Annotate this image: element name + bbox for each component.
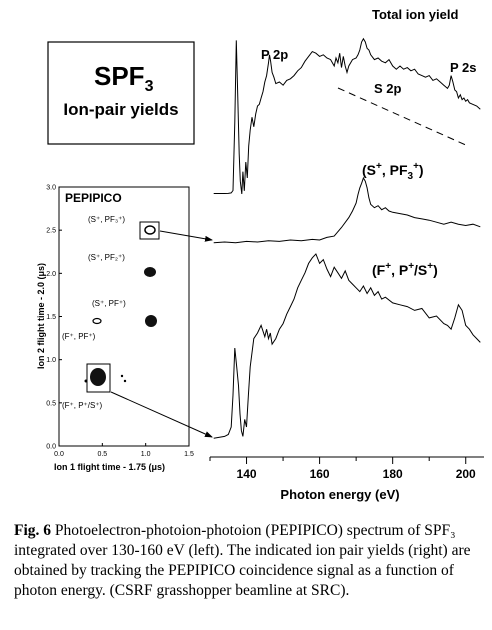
label-p2s: P 2s	[450, 60, 477, 75]
figure-caption: Fig. 6 Photoelectron-photoion-photoion (…	[14, 521, 488, 601]
island-speck-b	[120, 374, 124, 378]
select-box-fps	[86, 363, 111, 393]
inset-x-tick-label: 1.5	[184, 451, 194, 458]
island-spf3	[144, 225, 156, 235]
label-spf3-pair: (S+, PF3+)	[362, 161, 424, 182]
total-ion-yield-curve	[213, 37, 481, 195]
label-fps-pair: (F+, P+/S+)	[372, 261, 438, 278]
inset-y-tick-label: 1.0	[46, 357, 56, 364]
s2p-background-line	[337, 87, 469, 147]
inset-x-tick-label: 1.0	[141, 451, 151, 458]
figure: SPF3 Ion-pair yields Total ion yield P 2…	[36, 7, 484, 502]
inset-y-tick-label: 0.0	[46, 444, 56, 451]
arrow-fps	[110, 391, 213, 438]
inset-label-spf: (S⁺, PF⁺)	[92, 299, 126, 308]
island-fpf	[92, 317, 102, 325]
inset-y-tick-label: 0.5	[46, 400, 56, 407]
inset-y-tick-label: 2.0	[46, 271, 56, 278]
inset-label-spf2: (S⁺, PF₂⁺)	[88, 253, 125, 262]
energy-tick-label: 140	[237, 467, 257, 481]
pepipico-xlabel: Ion 1 flight time - 1.75 (μs)	[54, 462, 165, 472]
select-box-spf3	[139, 221, 160, 240]
coincidence-islands	[84, 225, 157, 386]
spf3-pair-curve	[213, 176, 481, 244]
pepipico-title: PEPIPICO	[65, 191, 122, 205]
energy-axis-label: Photon energy (eV)	[280, 487, 399, 502]
label-p2p: P 2p	[261, 47, 288, 62]
inset-y-tick-label: 2.5	[46, 228, 56, 235]
caption-text: Photoelectron-photoion-photoion (PEPIPIC…	[14, 522, 471, 599]
energy-tick-label: 160	[310, 467, 330, 481]
island-speck-c	[123, 379, 127, 383]
pepipico-ylabel: Ion 2 flight time - 2.0 (μs)	[36, 263, 46, 369]
island-spf2	[144, 267, 156, 277]
inset-y-tick-label: 1.5	[46, 314, 56, 321]
island-spf	[145, 315, 157, 327]
caption-fig-number: Fig. 6	[14, 522, 52, 539]
energy-tick-label: 180	[383, 467, 403, 481]
inset-label-fps: (F⁺, P⁺/S⁺)	[62, 401, 103, 410]
pepipico-ticks: 0.0 0.5 1.0 1.5 0.0 0.5 1.0 1.5 2.0 2.5 3.0	[46, 185, 194, 459]
inset-label-spf3: (S⁺, PF₃⁺)	[88, 215, 125, 224]
inset-label-fpf: (F⁺, PF⁺)	[62, 332, 96, 341]
inset-x-tick-label: 0.0	[54, 451, 64, 458]
energy-tick-label: 200	[456, 467, 476, 481]
title-subtitle: Ion-pair yields	[63, 100, 178, 119]
title-box	[47, 41, 195, 145]
inset-y-tick-label: 3.0	[46, 185, 56, 192]
spectra-curves	[213, 37, 481, 439]
title-formula: SPF3	[94, 61, 154, 95]
island-fps	[90, 368, 106, 386]
label-s2p: S 2p	[374, 81, 402, 96]
fps-pair-curve	[213, 253, 481, 439]
energy-axis-ticks: 140 160 180 200	[209, 457, 476, 481]
label-total-ion-yield: Total ion yield	[372, 7, 458, 22]
arrow-spf3	[159, 230, 213, 242]
inset-x-tick-label: 0.5	[97, 451, 107, 458]
